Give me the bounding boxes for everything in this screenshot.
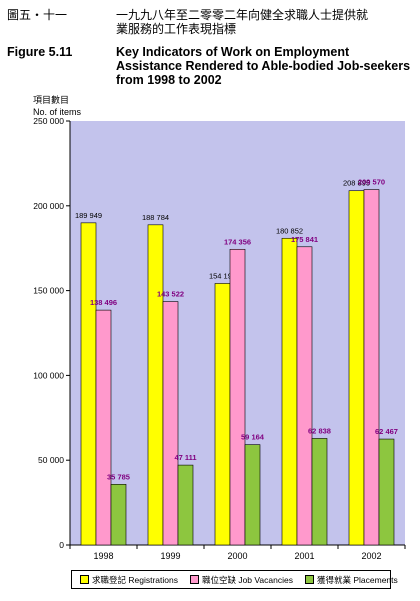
data-label: 35 785 — [107, 472, 130, 481]
data-label: 189 949 — [75, 211, 102, 220]
bar-1999-series-2 — [162, 301, 179, 546]
data-label: 59 164 — [241, 433, 265, 442]
legend-item-3: 獲得就業 Placements — [304, 574, 398, 586]
x-tick-label: 2002 — [361, 551, 381, 561]
legend-item-1: 求職登記 Registrations — [80, 574, 178, 586]
data-label: 174 356 — [224, 237, 251, 246]
bar-2002-series-3 — [378, 438, 395, 546]
data-label: 62 467 — [375, 427, 398, 436]
x-tick-label: 2000 — [227, 551, 247, 561]
data-label: 154 194 — [209, 271, 236, 280]
bar-2001-series-3 — [311, 438, 328, 546]
y-axis-label-cn: 項目數目 — [33, 95, 70, 105]
bar-1999-series-3 — [177, 464, 194, 546]
y-tick-label: 200 000 — [33, 201, 64, 211]
bar-1998-series-3 — [110, 484, 127, 546]
y-tick-label: 150 000 — [33, 286, 64, 296]
legend-swatch — [189, 575, 199, 584]
data-label: 180 852 — [276, 226, 303, 235]
data-label: 143 522 — [157, 290, 184, 299]
data-label: 208 895 — [343, 179, 370, 188]
legend-item-2: 職位空缺 Job Vacancies — [189, 574, 293, 586]
bar-2002-series-1 — [348, 190, 365, 546]
title-en-line-3: from 1998 to 2002 — [116, 73, 222, 87]
bar-2001-series-1 — [281, 237, 298, 546]
title-cn-line-2: 業服務的工作表現指標 — [116, 22, 237, 36]
bar-1999-series-1 — [147, 224, 164, 546]
x-tick-label: 2001 — [294, 551, 314, 561]
data-label: 138 496 — [90, 298, 117, 307]
figure-label-en: Figure 5.11 — [7, 45, 73, 59]
bar-2000-series-2 — [229, 248, 246, 546]
legend-label: 求職登記 Registrations — [92, 574, 178, 585]
bar-2000-series-3 — [244, 444, 261, 546]
legend-swatch — [304, 575, 314, 584]
y-tick-label: 100 000 — [33, 370, 64, 380]
data-label: 188 784 — [142, 213, 169, 222]
data-label: 209 570 — [358, 178, 385, 187]
y-axis-label-en: No. of items — [33, 107, 82, 117]
y-tick-label: 250 000 — [33, 116, 64, 126]
title-en-line-2: Assistance Rendered to Able-bodied Job-s… — [116, 59, 411, 73]
y-tick-label: 50 000 — [38, 455, 64, 465]
data-label: 62 838 — [308, 426, 331, 435]
y-tick-label: 0 — [59, 540, 64, 550]
bar-2000-series-1 — [214, 283, 231, 546]
chart-legend: 求職登記 Registrations 職位空缺 Job Vacancies 獲得就業… — [71, 570, 398, 589]
x-tick-label: 1998 — [93, 551, 113, 561]
bar-2002-series-2 — [363, 189, 380, 546]
data-label: 175 841 — [291, 235, 318, 244]
data-label: 47 111 — [174, 453, 196, 462]
legend-swatch — [80, 575, 89, 584]
legend-label: 職位空缺 Job Vacancies — [201, 574, 293, 585]
bar-1998-series-2 — [95, 309, 112, 546]
title-en-line-1: Key Indicators of Work on Employment — [116, 45, 350, 59]
bar-2001-series-2 — [296, 246, 313, 546]
bar-1998-series-1 — [80, 222, 97, 546]
figure-label-cn: 圖五・十一 — [7, 8, 68, 22]
title-cn-line-1: 一九九八年至二零零二年向健全求職人士提供就 — [116, 8, 369, 22]
legend-label: 獲得就業 Placements — [316, 574, 398, 585]
x-tick-label: 1999 — [160, 551, 180, 561]
